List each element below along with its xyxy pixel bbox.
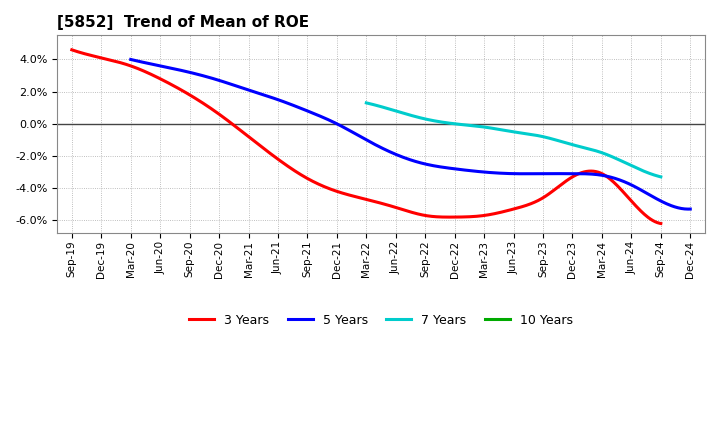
Text: [5852]  Trend of Mean of ROE: [5852] Trend of Mean of ROE [57,15,309,30]
7 Years [362,100,371,106]
Line: 7 Years: 7 Years [366,103,661,177]
7 Years [537,134,546,139]
3 Years [642,213,651,219]
5 Years [459,167,468,172]
7 Years [502,128,510,133]
5 Years [127,57,135,62]
3 Years [68,47,76,52]
5 Years [672,205,681,210]
Line: 3 Years: 3 Years [72,50,661,224]
3 Years [386,203,395,209]
5 Years [392,152,401,157]
7 Years [504,128,513,134]
5 Years [585,171,594,176]
Line: 5 Years: 5 Years [131,59,690,209]
Legend: 3 Years, 5 Years, 7 Years, 10 Years: 3 Years, 5 Years, 7 Years, 10 Years [184,309,578,332]
5 Years [686,206,695,212]
7 Years [649,172,658,177]
7 Years [603,152,612,158]
3 Years [550,187,559,192]
5 Years [395,154,404,159]
3 Years [418,213,427,218]
3 Years [657,221,665,226]
5 Years [429,163,438,169]
5 Years [684,206,693,212]
3 Years [351,194,359,199]
7 Years [657,174,665,180]
7 Years [521,131,530,136]
3 Years [347,193,356,198]
